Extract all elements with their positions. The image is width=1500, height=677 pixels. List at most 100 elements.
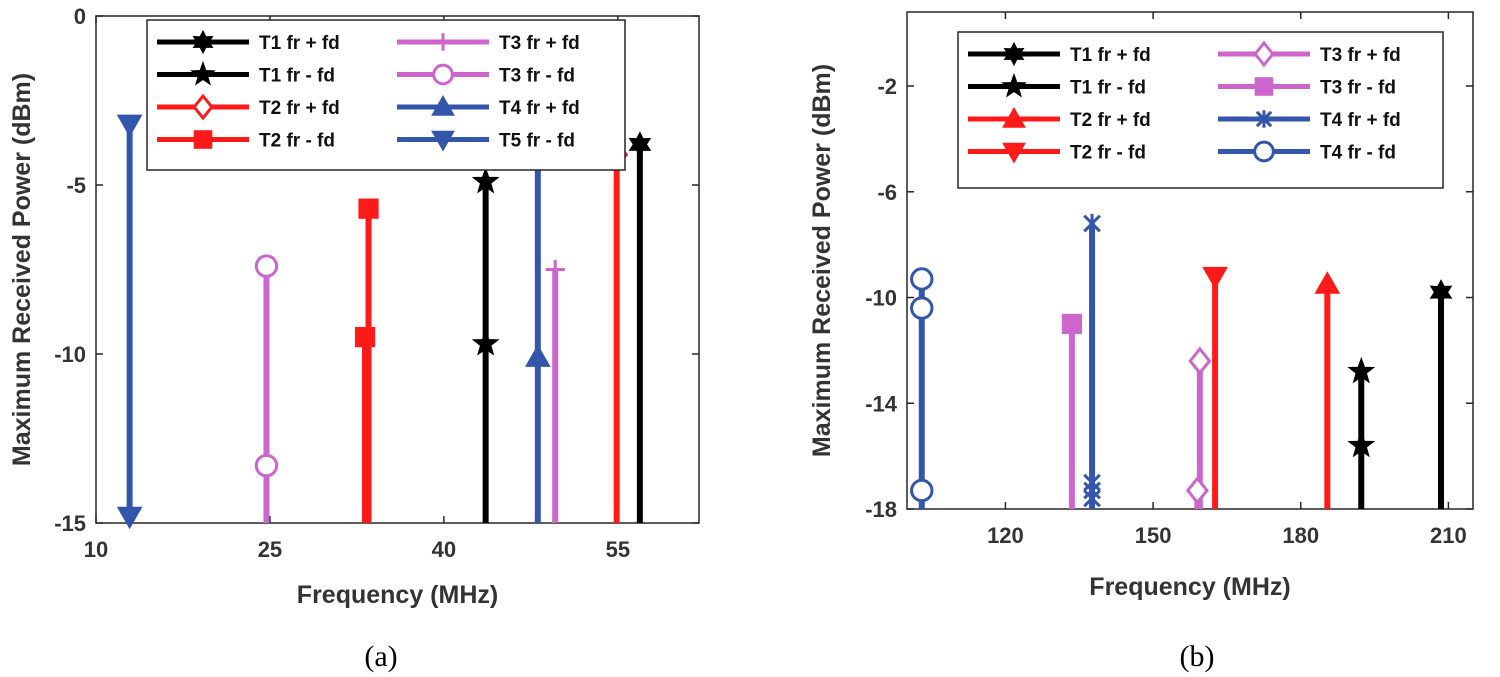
data-point	[254, 254, 279, 278]
data-point	[545, 259, 565, 280]
y-tick-label: -10	[54, 342, 86, 367]
legend-marker	[434, 33, 452, 51]
x-tick-label: 150	[1135, 523, 1172, 548]
data-point	[1429, 279, 1453, 306]
data-point	[1185, 476, 1209, 505]
x-axis-label: Frequency (MHz)	[1089, 573, 1290, 601]
legend-label: T4 fr + fd	[1320, 110, 1401, 131]
data-point	[116, 114, 143, 138]
x-tick-label: 180	[1282, 523, 1319, 548]
x-tick-label: 120	[987, 523, 1024, 548]
legend-entry: T1 fr + fd	[968, 41, 1151, 67]
legend-marker	[1254, 77, 1274, 96]
chart-panel-1: 120 150 180 210 -2 -6 -10 -14 -18 Frequency (MHz)…	[808, 11, 1474, 673]
panel-caption: (a)	[364, 640, 397, 673]
legend-box	[957, 31, 1444, 189]
y-axis-label: Maximum Received Power (dBm)	[808, 64, 836, 457]
series-6	[524, 144, 551, 523]
data-point	[910, 267, 934, 291]
y-tick-label: -14	[865, 391, 898, 416]
legend-label: T5 fr - fd	[499, 131, 575, 152]
series-4	[1185, 346, 1212, 509]
series-6	[1083, 213, 1101, 509]
series-1	[1347, 356, 1376, 509]
legend-marker	[1002, 106, 1026, 128]
legend-marker	[431, 94, 455, 116]
series-0	[1429, 279, 1453, 509]
legend-marker	[432, 63, 454, 86]
legend-entry: T3 fr - fd	[1218, 77, 1396, 99]
series-0	[628, 131, 652, 523]
x-tick-label: 25	[258, 537, 282, 562]
legend-marker	[192, 93, 214, 121]
data-point	[628, 131, 652, 158]
data-point	[524, 344, 551, 367]
plot-area	[906, 11, 1474, 510]
legend: T1 fr + fd T1 fr - fd T2 fr + fd T2 fr - fd…	[146, 19, 626, 171]
series-3	[354, 198, 379, 523]
data-point	[1202, 266, 1228, 290]
legend-marker	[1001, 72, 1027, 98]
data-point	[471, 166, 500, 194]
legend-marker	[1253, 40, 1275, 68]
series-1	[471, 166, 500, 523]
legend-label: T1 fr + fd	[1070, 45, 1151, 66]
legend-box	[146, 19, 626, 171]
x-tick-label: 40	[432, 537, 456, 562]
y-tick-label: -2	[877, 74, 897, 99]
data-point	[1083, 488, 1101, 509]
series-2	[1314, 271, 1341, 509]
legend-marker	[1003, 41, 1025, 67]
legend-entry: T3 fr + fd	[1218, 40, 1401, 68]
legend-marker	[1253, 140, 1275, 163]
legend-entry: T1 fr - fd	[968, 72, 1146, 99]
legend-label: T2 fr + fd	[1070, 110, 1151, 131]
legend-marker	[431, 130, 455, 152]
data-point	[358, 198, 379, 219]
legend-label: T2 fr - fd	[1070, 143, 1146, 164]
legend-label: T3 fr + fd	[499, 33, 580, 54]
data-point	[471, 329, 500, 356]
legend-entry: T1 fr - fd	[157, 60, 335, 87]
legend-label: T4 fr - fd	[1320, 143, 1396, 164]
legend-label: T3 fr - fd	[1320, 78, 1396, 99]
data-point	[1083, 213, 1101, 234]
legend-entry: T2 fr + fd	[157, 93, 340, 121]
data-point	[254, 453, 279, 478]
legend-label: T2 fr + fd	[259, 98, 340, 119]
legend-label: T3 fr - fd	[499, 66, 575, 87]
data-point	[1061, 313, 1082, 335]
legend-label: T4 fr + fd	[499, 98, 580, 119]
legend-entry: T3 fr + fd	[397, 33, 580, 54]
data-point	[1347, 356, 1376, 384]
legend-marker	[192, 29, 214, 55]
y-axis-label: Maximum Received Power (dBm)	[8, 73, 36, 466]
y-tick-label: -10	[865, 286, 897, 311]
y-tick-label: -15	[54, 511, 86, 536]
y-tick-label: 0	[74, 4, 86, 29]
x-axis-label: Frequency (MHz)	[297, 581, 498, 609]
legend-entry: T2 fr - fd	[968, 143, 1146, 164]
legend-entry: T4 fr + fd	[1218, 110, 1401, 131]
legend-entry: T4 fr + fd	[397, 94, 580, 119]
legend-label: T2 fr - fd	[259, 131, 335, 152]
panel-caption: (b)	[1180, 640, 1215, 673]
series-3	[1202, 266, 1228, 509]
y-tick-label: -6	[877, 180, 897, 205]
x-tick-label: 210	[1430, 523, 1467, 548]
data-point	[1347, 430, 1376, 458]
data-point	[910, 296, 934, 320]
legend-label: T1 fr - fd	[1070, 78, 1146, 99]
series-2	[605, 140, 629, 523]
series-7	[116, 114, 143, 530]
plot-area	[95, 15, 700, 524]
series-7	[910, 267, 934, 509]
legend: T1 fr + fd T1 fr - fd T2 fr + fd T2 fr - fd…	[957, 31, 1444, 189]
series-5	[1061, 313, 1082, 509]
data-point	[354, 327, 376, 348]
x-tick-label: 55	[606, 537, 630, 562]
legend-marker	[1255, 110, 1273, 128]
legend-entry: T2 fr - fd	[157, 130, 335, 152]
legend-label: T1 fr - fd	[259, 66, 335, 87]
